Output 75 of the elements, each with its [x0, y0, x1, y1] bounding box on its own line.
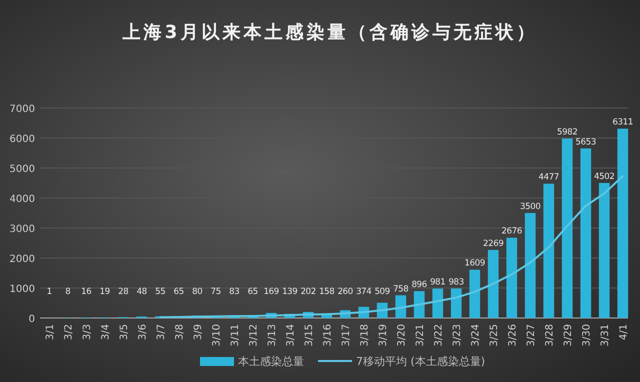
x-tick-label: 3/1: [44, 324, 56, 340]
data-label: 6311: [612, 118, 633, 128]
data-label: 509: [374, 287, 390, 297]
y-tick-label: 1000: [10, 284, 35, 295]
x-tick-label: 3/3: [82, 324, 93, 340]
y-tick-label: 7000: [10, 104, 35, 115]
x-tick-label: 3/11: [230, 324, 241, 346]
x-tick-label: 3/8: [174, 324, 186, 340]
data-label: 5653: [576, 137, 596, 148]
x-tick-label: 3/6: [137, 324, 148, 340]
data-label: 48: [136, 287, 147, 297]
x-tick-label: 3/26: [507, 324, 518, 346]
data-label: 5982: [557, 128, 578, 138]
data-label: 8: [65, 287, 70, 297]
data-label: 83: [229, 287, 240, 297]
y-tick-label: 4000: [10, 194, 35, 205]
data-label: 260: [338, 287, 353, 297]
data-label: 169: [264, 287, 279, 297]
y-tick-label: 2000: [10, 254, 35, 265]
data-label: 28: [118, 287, 128, 297]
data-label: 4502: [594, 172, 614, 182]
data-label: 19: [100, 287, 110, 297]
y-tick-label: 3000: [10, 224, 35, 235]
x-tick-label: 3/10: [211, 324, 222, 346]
x-tick-label: 3/9: [192, 324, 204, 340]
x-tick-label: 3/13: [266, 324, 278, 346]
x-tick-label: 3/24: [470, 324, 482, 346]
x-tick-label: 3/19: [378, 324, 389, 346]
chart-title: 上海3月以来本土感染量（含确诊与无症状）: [122, 22, 538, 43]
data-label: 4477: [538, 172, 559, 183]
data-label: 2676: [502, 226, 522, 237]
x-tick-label: 3/23: [452, 324, 463, 346]
x-tick-label: 3/21: [414, 324, 426, 346]
x-tick-label: 3/17: [340, 324, 352, 346]
x-tick-label: 3/27: [526, 324, 537, 346]
data-label: 65: [174, 287, 184, 297]
x-tick-label: 3/7: [156, 324, 167, 340]
data-label: 896: [412, 280, 427, 290]
x-tick-label: 3/14: [285, 324, 296, 346]
data-label: 981: [430, 278, 446, 288]
x-tick-label: 4/1: [618, 324, 630, 340]
x-tick-label: 3/5: [118, 324, 130, 340]
data-label: 139: [282, 287, 298, 297]
data-label: 758: [393, 284, 408, 294]
x-tick-label: 3/31: [600, 324, 611, 346]
x-tick-label: 3/20: [396, 324, 408, 346]
y-tick-label: 5000: [10, 164, 35, 175]
x-tick-label: 3/15: [304, 324, 315, 346]
data-label: 16: [81, 287, 92, 297]
x-tick-label: 3/30: [581, 324, 592, 346]
data-label: 1: [46, 287, 52, 297]
data-label: 65: [248, 287, 258, 297]
x-tick-label: 3/4: [100, 324, 112, 340]
x-tick-label: 3/2: [63, 324, 74, 340]
y-tick-label: 6000: [10, 134, 35, 145]
x-tick-label: 3/25: [488, 324, 500, 346]
x-tick-label: 3/28: [544, 324, 556, 346]
x-tick-label: 3/29: [562, 324, 574, 346]
x-tick-label: 3/16: [322, 324, 334, 346]
data-label: 374: [356, 287, 372, 297]
legend-label: 本土感染总量: [238, 355, 304, 368]
x-tick-label: 3/12: [248, 324, 260, 346]
data-label: 75: [210, 287, 221, 297]
legend-label: 7移动平均 (本土感染总量): [356, 355, 486, 368]
data-label: 55: [155, 287, 166, 297]
data-label: 2269: [483, 238, 504, 249]
data-label: 202: [300, 287, 316, 297]
data-label: 80: [192, 287, 202, 297]
y-tick-label: 0: [28, 314, 35, 325]
data-label: 3500: [520, 202, 540, 212]
data-label: 1609: [464, 258, 485, 269]
data-label: 983: [448, 278, 464, 288]
x-tick-label: 3/18: [359, 324, 370, 346]
data-label: 158: [319, 287, 334, 297]
x-tick-label: 3/22: [433, 324, 444, 346]
